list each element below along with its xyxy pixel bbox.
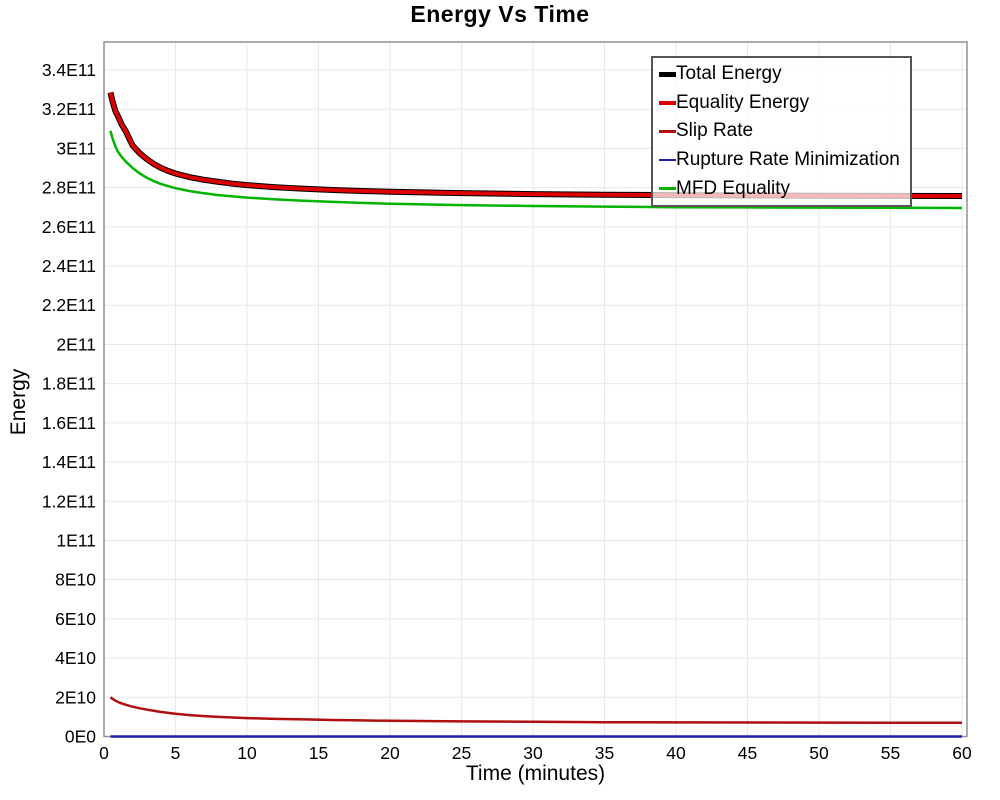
legend-label: Total Energy <box>676 63 782 85</box>
y-tick-label: 1.8E11 <box>42 374 96 394</box>
y-tick-label: 3.4E11 <box>42 60 96 80</box>
x-tick-label: 25 <box>452 743 471 763</box>
x-tick-label: 60 <box>952 743 972 763</box>
series-line-slip-rate <box>109 696 963 725</box>
x-tick-label: 50 <box>809 743 829 763</box>
legend-item-equality-energy: Equality Energy <box>659 89 900 118</box>
y-tick-label: 2.4E11 <box>42 256 96 276</box>
series-line-equality-energy <box>108 92 963 198</box>
legend-label: Slip Rate <box>676 120 754 142</box>
y-tick-label: 2E10 <box>55 687 96 707</box>
y-tick-label: 0E0 <box>65 727 96 747</box>
x-tick-label: 15 <box>309 743 328 763</box>
y-tick-label: 2.6E11 <box>42 217 96 237</box>
gridlines <box>104 42 967 737</box>
legend-swatch-equality-energy <box>659 100 676 105</box>
legend-label: Rupture Rate Minimization <box>676 149 900 171</box>
legend-label: Equality Energy <box>676 91 810 113</box>
y-tick-label: 4E10 <box>55 648 96 668</box>
x-tick-label: 10 <box>237 743 257 763</box>
x-tick-label: 20 <box>380 743 400 763</box>
legend-item-rupture-rate-minimization: Rupture Rate Minimization <box>659 146 900 175</box>
x-tick-label: 30 <box>523 743 543 763</box>
series-line-mfd-equality <box>109 130 963 210</box>
y-tick-label: 2E11 <box>56 334 96 354</box>
legend-swatch-slip-rate <box>659 130 676 133</box>
x-tick-label: 35 <box>595 743 614 763</box>
legend-item-slip-rate: Slip Rate <box>659 117 900 146</box>
y-tick-label: 3.2E11 <box>42 99 96 119</box>
y-tick-label: 2.8E11 <box>42 178 96 198</box>
x-axis-title: Time (minutes) <box>465 762 606 785</box>
x-tick-labels: 0 5 10 15 20 25 30 35 40 45 50 55 60 <box>99 743 972 763</box>
y-tick-label: 1E11 <box>56 530 96 550</box>
legend-swatch-mfd-equality <box>659 187 676 190</box>
y-axis-title: Energy <box>7 368 30 436</box>
y-tick-label: 6E10 <box>55 609 96 629</box>
x-tick-label: 45 <box>738 743 757 763</box>
y-tick-label: 2.2E11 <box>42 295 96 315</box>
legend-swatch-rupture-rate-minimization <box>659 158 676 162</box>
x-tick-label: 40 <box>666 743 686 763</box>
y-tick-label: 8E10 <box>55 570 96 590</box>
y-tick-label: 1.2E11 <box>42 491 96 511</box>
x-tick-label: 0 <box>99 743 109 763</box>
x-tick-label: 5 <box>171 743 181 763</box>
chart-title: Energy Vs Time <box>410 1 590 27</box>
y-tick-label: 3E11 <box>56 138 96 158</box>
y-tick-label: 1.6E11 <box>42 413 96 433</box>
legend-label: MFD Equality <box>676 177 791 199</box>
y-tick-labels: 0E0 2E10 4E10 6E10 8E10 1E11 1.2E11 1.4E11 1.6E1… <box>42 60 96 747</box>
legend-item-mfd-equality: MFD Equality <box>659 174 900 203</box>
y-tick-label: 1.4E11 <box>42 452 96 472</box>
legend-swatch-total-energy <box>659 71 676 77</box>
legend: Total Energy Equality Energy Slip Rate Rupt… <box>651 56 912 207</box>
x-tick-label: 55 <box>881 743 900 763</box>
legend-item-total-energy: Total Energy <box>659 60 900 89</box>
